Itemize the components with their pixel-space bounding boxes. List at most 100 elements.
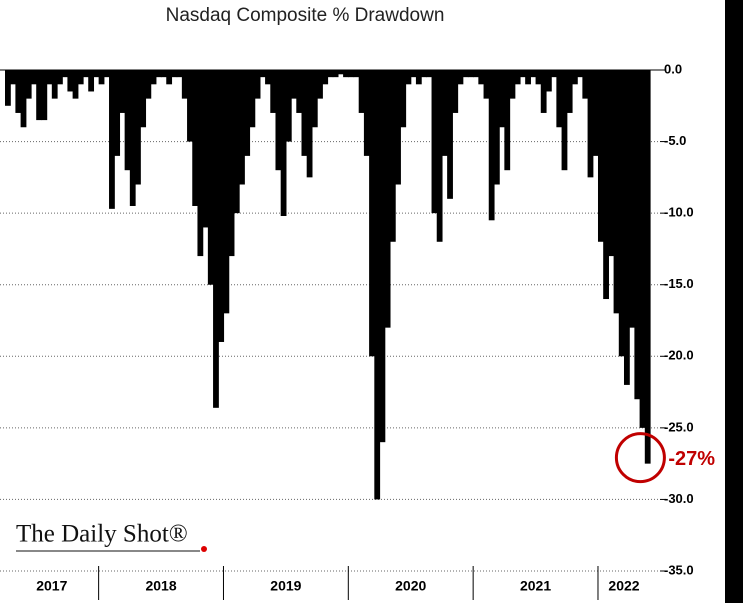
bar (31, 70, 37, 85)
bar (327, 70, 334, 78)
bar (254, 70, 261, 99)
bar (135, 70, 141, 185)
bar (244, 70, 251, 156)
bar (161, 70, 167, 78)
bar (577, 70, 583, 78)
bar (597, 70, 604, 242)
bar (467, 70, 474, 78)
bar (259, 70, 266, 78)
bar (514, 70, 521, 85)
y-tick-label: -10.0 (664, 205, 694, 220)
bar (239, 70, 245, 185)
bar (171, 70, 178, 78)
bar (41, 70, 48, 121)
bar (83, 70, 89, 78)
bar (67, 70, 74, 92)
bar (249, 70, 256, 128)
bar (483, 70, 490, 99)
bar (473, 70, 479, 78)
bar (25, 70, 32, 99)
bar (452, 70, 459, 113)
bar (457, 70, 464, 85)
bar (129, 70, 136, 206)
bar (369, 70, 375, 357)
source-logo: The Daily Shot® (16, 521, 188, 548)
bar (384, 70, 391, 328)
bar (348, 70, 355, 78)
bar (207, 70, 214, 285)
bar (519, 70, 526, 78)
x-tick-label: 2018 (145, 578, 176, 594)
y-tick-label: -15.0 (664, 276, 694, 291)
bar (415, 70, 422, 85)
bar (603, 70, 609, 300)
bar (5, 70, 11, 106)
bar (140, 70, 147, 128)
bar (166, 70, 173, 85)
bar (228, 70, 235, 257)
x-tick-label: 2021 (520, 578, 551, 594)
bar (566, 70, 573, 113)
bar (103, 70, 110, 78)
y-tick-label: -30.0 (664, 491, 694, 506)
x-tick-label: 2022 (608, 578, 639, 594)
bar (525, 70, 531, 85)
bar (202, 70, 209, 228)
bar (629, 70, 635, 328)
bar (20, 70, 27, 128)
bar (15, 70, 22, 113)
bar (57, 70, 63, 85)
bar (337, 70, 344, 75)
bar (150, 70, 157, 85)
bar (530, 70, 537, 78)
bar (270, 70, 277, 113)
bar (223, 70, 230, 314)
bar (145, 70, 152, 99)
bar (447, 70, 453, 199)
bar (582, 70, 589, 99)
bar (36, 70, 43, 121)
bar (535, 70, 542, 85)
edge-band (725, 0, 743, 603)
bar (88, 70, 95, 92)
bar (644, 70, 651, 464)
bar (10, 70, 17, 85)
bar (379, 70, 386, 443)
x-tick-label: 2017 (36, 578, 67, 594)
bar (431, 70, 438, 214)
bar (317, 70, 323, 99)
bar (623, 70, 630, 385)
bar (592, 70, 599, 156)
bar (62, 70, 69, 78)
bar (358, 70, 365, 113)
bar (343, 70, 349, 78)
bar (545, 70, 552, 92)
bar (155, 70, 162, 78)
y-tick-label: -25.0 (664, 419, 694, 434)
bar (72, 70, 79, 99)
bar (540, 70, 547, 113)
bar (634, 70, 641, 400)
bar (265, 70, 271, 85)
bar (311, 70, 318, 128)
bar (291, 70, 297, 99)
bar (499, 70, 505, 128)
y-tick-label: -5.0 (664, 133, 686, 148)
bar (119, 70, 126, 113)
y-tick-label: -35.0 (664, 562, 694, 577)
bar (639, 70, 646, 428)
bar (509, 70, 516, 99)
bar (410, 70, 417, 78)
bar (571, 70, 578, 85)
bar (441, 70, 448, 156)
bar (233, 70, 240, 214)
bar (421, 70, 427, 78)
bar (395, 70, 401, 185)
bar (608, 70, 615, 257)
bar (176, 70, 183, 78)
bar (551, 70, 557, 78)
bar (218, 70, 225, 342)
bar (306, 70, 313, 178)
bar (322, 70, 329, 85)
